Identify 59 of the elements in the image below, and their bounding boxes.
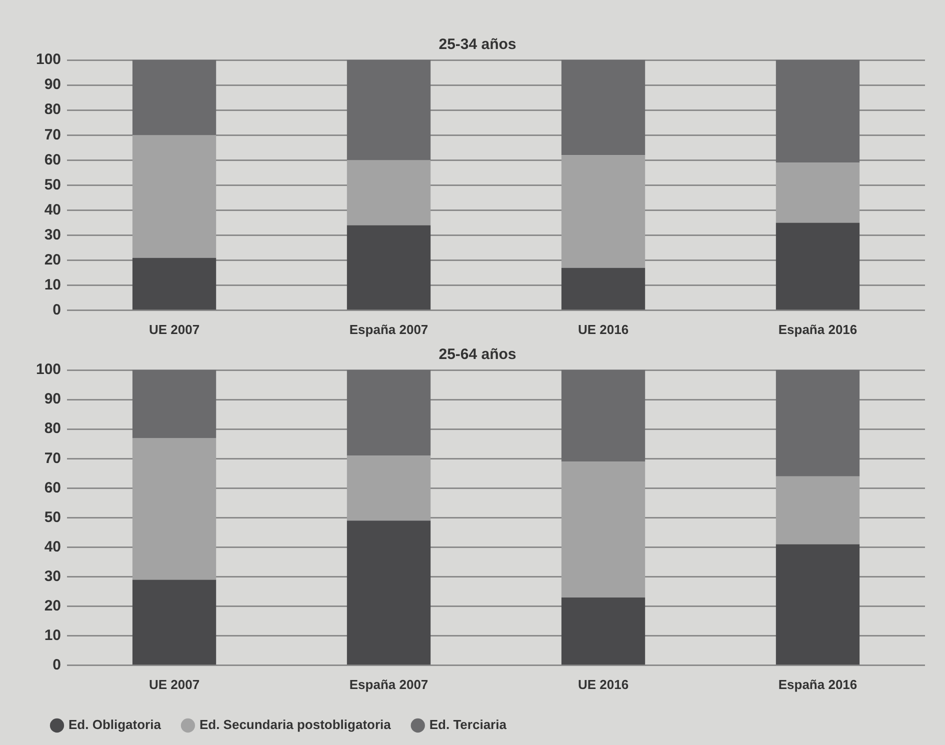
y-tick-label: 80 bbox=[44, 101, 62, 118]
y-tick-label: 90 bbox=[44, 390, 62, 408]
y-tick-label: 20 bbox=[44, 251, 62, 268]
y-tick-label: 100 bbox=[36, 51, 62, 68]
y-tick-label: 30 bbox=[44, 568, 62, 585]
x-tick-label: España 2016 bbox=[778, 676, 858, 692]
y-tick-label: 100 bbox=[36, 361, 62, 378]
bar bbox=[776, 162, 860, 223]
bar bbox=[132, 135, 216, 258]
y-tick-label: 30 bbox=[44, 226, 62, 244]
y-tick-label: 10 bbox=[44, 276, 62, 294]
y-tick-label: 0 bbox=[52, 656, 62, 674]
y-tick-label: 90 bbox=[44, 76, 62, 94]
bar bbox=[132, 258, 216, 310]
bar bbox=[561, 462, 646, 598]
y-tick-label: 60 bbox=[44, 151, 62, 168]
x-tick-label: España 2007 bbox=[349, 322, 428, 337]
bar bbox=[561, 155, 646, 268]
y-tick-label: 80 bbox=[44, 420, 62, 438]
y-tick-label: 40 bbox=[44, 538, 62, 556]
y-tick-label: 10 bbox=[44, 627, 62, 644]
bar bbox=[132, 60, 216, 136]
y-tick-label: 70 bbox=[44, 126, 62, 144]
bar bbox=[346, 60, 431, 160]
bar bbox=[776, 222, 860, 310]
x-tick-label: UE 2007 bbox=[148, 322, 200, 337]
x-tick-label: UE 2007 bbox=[148, 676, 200, 692]
y-tick-label: 70 bbox=[44, 450, 62, 467]
bar bbox=[561, 60, 646, 156]
x-tick-label: UE 2016 bbox=[578, 676, 629, 692]
bar bbox=[346, 370, 431, 456]
y-tick-label: 60 bbox=[44, 479, 62, 496]
y-tick-label: 50 bbox=[44, 508, 62, 526]
bar bbox=[132, 438, 216, 580]
x-tick-label: España 2016 bbox=[778, 322, 858, 337]
bar bbox=[776, 60, 860, 163]
bar bbox=[346, 520, 431, 665]
legend-label: Ed. Secundaria postobligatoria bbox=[199, 717, 392, 732]
bar bbox=[346, 456, 431, 521]
bar bbox=[132, 370, 216, 438]
bar bbox=[346, 225, 431, 310]
bar bbox=[561, 268, 646, 310]
y-tick-label: 50 bbox=[44, 176, 62, 194]
bar bbox=[776, 370, 860, 476]
bar bbox=[561, 597, 646, 665]
bar bbox=[346, 160, 431, 226]
bar bbox=[776, 544, 860, 665]
y-tick-label: 20 bbox=[44, 597, 62, 614]
legend-label: Ed. Obligatoria bbox=[68, 717, 162, 732]
bar bbox=[132, 580, 216, 665]
bar bbox=[776, 476, 860, 544]
x-tick-label: UE 2016 bbox=[578, 322, 629, 337]
chart-title: 25-64 años bbox=[438, 346, 516, 364]
legend-label: Ed. Terciaria bbox=[429, 717, 508, 732]
x-tick-label: España 2007 bbox=[349, 676, 428, 692]
bar bbox=[561, 370, 646, 462]
y-tick-label: 40 bbox=[44, 201, 62, 218]
y-tick-label: 0 bbox=[52, 302, 62, 319]
chart-title: 25-34 años bbox=[438, 36, 516, 54]
